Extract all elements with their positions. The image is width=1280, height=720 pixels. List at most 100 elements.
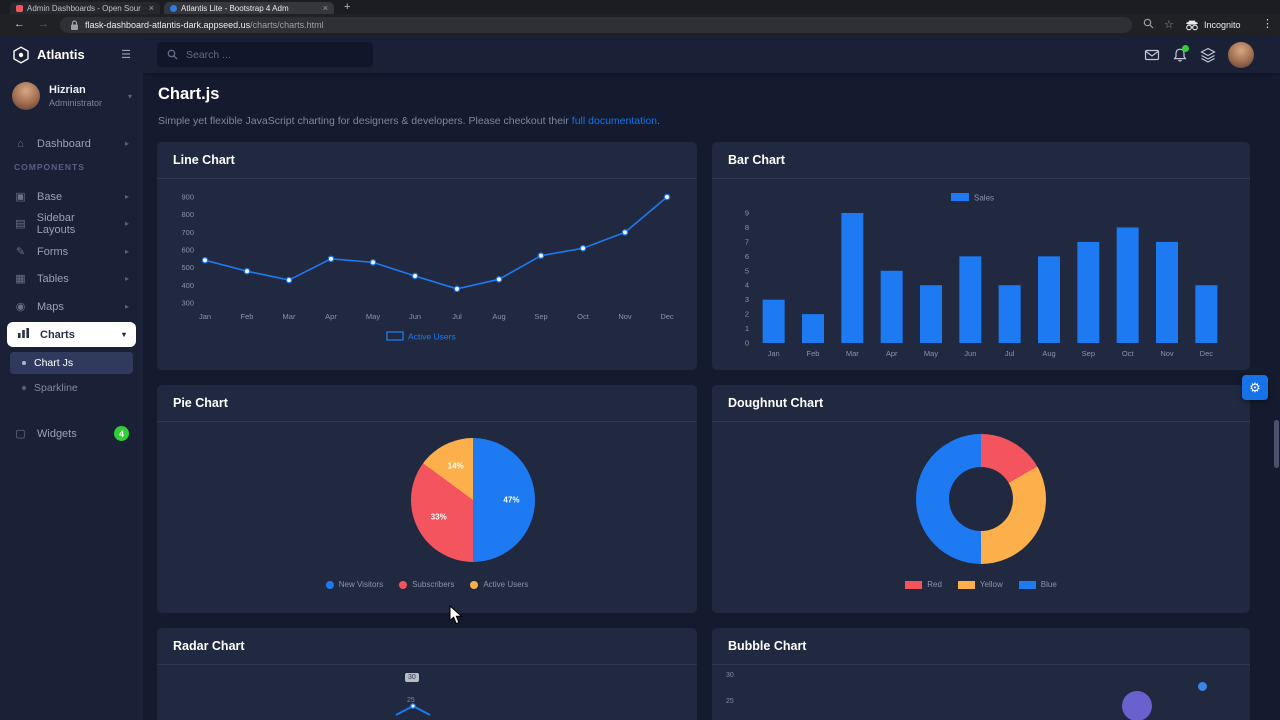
sidebar-item-label: Charts [40,328,75,341]
card-line-chart: Line Chart 300 400 500 600 700 800 900 Jan Feb Ma… [157,142,697,370]
svg-text:600: 600 [181,246,194,255]
address-bar[interactable]: flask-dashboard-atlantis-dark.appseed.us… [60,17,1132,33]
search-input[interactable] [186,48,346,61]
sidebar-item-label: Forms [37,245,69,258]
search-icon [167,49,178,60]
browser-tab-2-active[interactable]: Atlantis Lite - Bootstrap 4 Adm × [164,2,334,14]
sidebar-item-maps[interactable]: ◉ Maps ▸ [0,294,143,319]
card-title: Bubble Chart [728,639,807,653]
profile-avatar[interactable] [1228,41,1254,68]
sidebar-item-dashboard[interactable]: ⌂ Dashboard ▸ [0,131,143,156]
sidebar-section-components: COMPONENTS [14,162,85,172]
mouse-cursor [449,605,463,625]
card-pie-chart: Pie Chart 47% 33% 14% New Visitors Subscribe… [157,385,697,613]
app-root: Atlantis ☰ Hizrian Administrator ▾ ⌂ Das… [0,36,1280,720]
svg-text:Active Users: Active Users [408,332,456,342]
card-doughnut-chart: Doughnut Chart Red Yellow Blue [712,385,1250,613]
sidebar-item-label: Base [37,190,63,203]
svg-text:500: 500 [181,263,194,272]
svg-text:Jan: Jan [768,349,780,358]
tab-close-icon[interactable]: × [148,2,154,13]
chevron-icon: ▸ [124,302,129,311]
pie-percentage-label: 47% [503,495,520,505]
home-icon: ⌂ [17,137,24,150]
card-title: Line Chart [173,153,235,167]
bell-icon[interactable] [1172,44,1189,63]
legend-item[interactable]: Red [905,580,942,589]
map-pin-icon: ◉ [15,301,26,313]
back-button[interactable]: ← [14,18,25,30]
svg-text:700: 700 [181,228,194,237]
sidebar-item-label: Tables [37,272,69,285]
bubble-ytick: 25 [726,698,734,705]
svg-text:Feb: Feb [807,349,820,358]
legend-item[interactable]: Active Users [470,580,528,589]
brand-name[interactable]: Atlantis [37,47,85,62]
user-avatar [12,82,40,110]
svg-text:8: 8 [745,223,749,232]
svg-text:Feb: Feb [241,312,254,321]
pie-graphic: 47% 33% 14% [411,438,535,562]
svg-text:900: 900 [181,193,194,202]
notification-dot [1182,44,1189,52]
sidebar-user[interactable]: Hizrian Administrator ▾ [12,82,132,110]
svg-text:300: 300 [181,299,194,308]
mail-icon[interactable] [1144,47,1160,63]
theme-settings-button[interactable]: ⚙ [1242,375,1268,400]
base-icon: ▣ [15,191,26,203]
submenu-label: Sparkline [34,382,78,394]
svg-text:Nov: Nov [1160,349,1174,358]
browser-toolbar: ← → flask-dashboard-atlantis-dark.appsee… [0,14,1280,36]
atlantis-logo-icon [13,45,29,64]
sidebar-item-label: Dashboard [37,137,91,150]
svg-text:May: May [924,349,938,358]
tab-favicon [170,4,177,12]
radar-tick-label: 30 [405,673,419,682]
svg-text:6: 6 [745,252,749,261]
sidebar-subitem-chartjs[interactable]: Chart Js [10,352,133,374]
legend-item[interactable]: Subscribers [399,580,454,589]
sidebar-item-label: Maps [37,300,64,313]
browser-tab-1[interactable]: Admin Dashboards - Open Sour × [10,2,160,14]
line-legend[interactable]: Active Users [386,331,456,342]
page-title: Chart.js [158,85,220,103]
browser-menu-icon[interactable]: ⋮ [1262,18,1273,30]
main-content: Chart.js Simple yet flexible JavaScript … [143,73,1280,720]
bar-chart-canvas: Sales 0 1 2 3 4 5 6 7 8 9 Jan Feb Mar Apr May Jun Jul Aug S… [728,185,1234,374]
documentation-link[interactable]: full documentation [571,115,658,127]
legend-item[interactable]: New Visitors [325,580,383,589]
sidebar-item-base[interactable]: ▣ Base ▸ [0,184,143,209]
svg-text:1: 1 [745,324,749,333]
bookmark-star-icon[interactable]: ☆ [1164,19,1174,31]
legend-item[interactable]: Yellow [957,580,1003,589]
sidebar-item-sidebar-layouts[interactable]: ▤ Sidebar Layouts ▸ [0,211,143,236]
svg-text:4: 4 [745,281,749,290]
layers-icon[interactable] [1200,47,1216,63]
legend-item[interactable]: Blue [1018,580,1057,589]
sidebar-subitem-sparkline[interactable]: Sparkline [10,377,133,399]
user-role: Administrator [49,98,103,108]
tab-close-icon[interactable]: × [322,2,328,13]
sidebar-item-label: Widgets [37,427,77,440]
svg-text:Jul: Jul [1005,349,1015,358]
svg-text:Mar: Mar [283,312,296,321]
toolbar-search-icon[interactable] [1143,18,1154,32]
forward-button[interactable]: → [38,18,49,30]
svg-text:3: 3 [745,295,749,304]
new-tab-button[interactable]: + [344,1,351,13]
page-scrollbar-thumb[interactable] [1274,420,1279,468]
search-box[interactable] [157,42,373,67]
sidebar-toggle-icon[interactable]: ☰ [121,49,131,61]
incognito-label: Incognito [1204,20,1241,30]
card-title: Bar Chart [728,153,785,167]
sidebar: Atlantis ☰ Hizrian Administrator ▾ ⌂ Das… [0,36,143,720]
sidebar-item-forms[interactable]: ✎ Forms ▸ [0,239,143,264]
widgets-count-badge: 4 [114,426,129,441]
sidebar-item-charts-active[interactable]: Charts ▾ [7,322,136,347]
bar-legend[interactable]: Sales [951,193,994,203]
radar-chart-canvas: 30 25 [157,665,697,720]
url-text: flask-dashboard-atlantis-dark.appseed.us… [85,20,324,30]
incognito-badge: Incognito [1185,16,1241,34]
sidebar-item-tables[interactable]: ▦ Tables ▸ [0,266,143,291]
sidebar-item-widgets[interactable]: ▢ Widgets 4 [0,421,143,446]
